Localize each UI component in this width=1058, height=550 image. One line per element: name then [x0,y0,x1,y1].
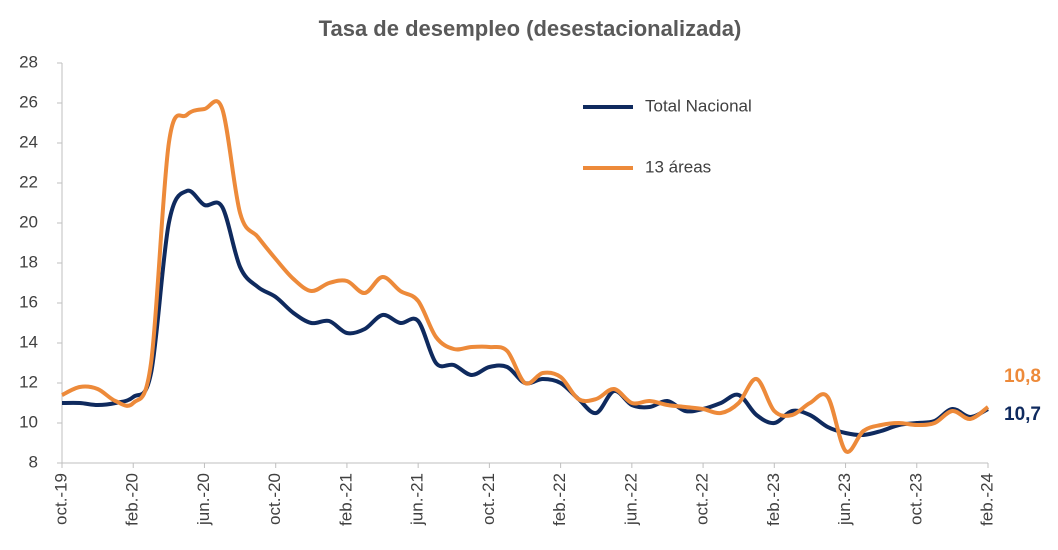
y-tick-label: 10 [19,412,38,431]
y-tick-label: 24 [19,132,38,151]
x-tick-label: oct.-23 [906,473,925,525]
series-line [61,188,989,438]
series-line [61,99,990,454]
legend-label: Total Nacional [645,96,752,115]
x-tick-label: oct.-20 [265,473,284,525]
x-tick-label: jun.-23 [835,473,854,526]
end-label: 10,7 [1004,404,1041,425]
x-tick-label: feb.-22 [550,473,569,526]
x-tick-label: jun.-22 [621,473,640,526]
x-tick-label: jun.-21 [408,473,427,526]
y-tick-label: 16 [19,292,38,311]
y-tick-label: 14 [19,332,38,351]
x-tick-label: feb.-24 [977,473,996,526]
y-tick-label: 28 [19,52,38,71]
y-tick-label: 22 [19,172,38,191]
end-label: 10,8 [1004,366,1041,387]
x-tick-label: feb.-20 [123,473,142,526]
legend-label: 13 áreas [645,157,711,176]
y-tick-label: 8 [29,452,38,471]
x-tick-label: oct.-19 [51,473,70,525]
x-tick-label: oct.-22 [693,473,712,525]
x-tick-label: oct.-21 [479,473,498,525]
x-tick-label: jun.-20 [194,473,213,526]
y-tick-label: 20 [19,212,38,231]
chart-title: Tasa de desempleo (desestacionalizada) [319,16,742,41]
x-tick-label: feb.-21 [336,473,355,526]
x-tick-label: feb.-23 [764,473,783,526]
y-tick-label: 18 [19,252,38,271]
y-tick-label: 26 [19,92,38,111]
y-tick-label: 12 [19,372,38,391]
